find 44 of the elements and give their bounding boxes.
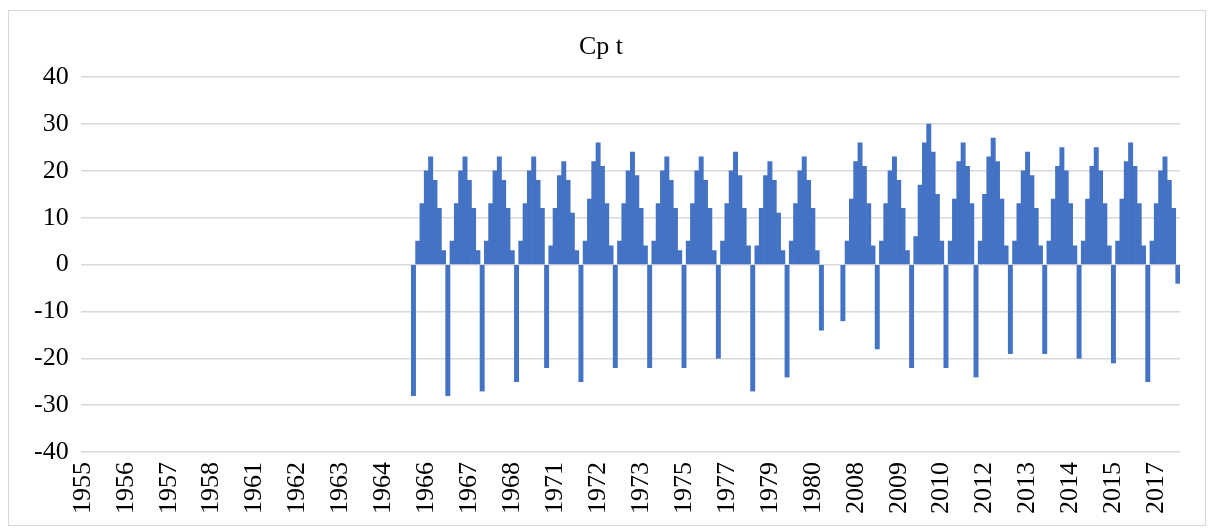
x-tick-label: 1979 xyxy=(753,462,783,514)
y-tick-label: 10 xyxy=(42,201,69,231)
x-tick-label: 1964 xyxy=(367,462,397,514)
y-tick-label: 0 xyxy=(55,248,69,278)
x-tick-label: 1967 xyxy=(453,462,483,514)
y-tick-label: -30 xyxy=(33,388,69,418)
bar xyxy=(561,161,567,265)
x-tick-label: 2012 xyxy=(968,462,998,514)
bar xyxy=(531,156,537,265)
x-tick-label: 1973 xyxy=(624,462,654,514)
x-tick-label: 1956 xyxy=(109,462,139,514)
x-tick-label: 2014 xyxy=(1054,462,1084,514)
x-tick-label: 1968 xyxy=(496,462,526,514)
y-tick-label: 30 xyxy=(42,107,69,137)
x-tick-label: 1971 xyxy=(539,462,569,514)
x-tick-label: 1977 xyxy=(710,462,740,514)
x-tick-label: 2008 xyxy=(839,462,869,514)
x-tick-label: 1957 xyxy=(152,462,182,514)
x-tick-label: 2013 xyxy=(1011,462,1041,514)
y-tick-label: -40 xyxy=(33,435,69,465)
x-tick-label: 1958 xyxy=(195,462,225,514)
x-tick-label: 1962 xyxy=(281,462,311,514)
y-tick-label: 20 xyxy=(42,154,69,184)
x-tick-label: 1966 xyxy=(410,462,440,514)
x-tick-label: 2009 xyxy=(882,462,912,514)
bar xyxy=(767,161,773,265)
bar xyxy=(1162,156,1168,265)
y-tick-label: -10 xyxy=(33,295,69,325)
x-tick-label: 1963 xyxy=(324,462,354,514)
chart-title: Cp t xyxy=(578,31,624,61)
x-tick-label: 1961 xyxy=(238,462,268,514)
y-tick-label: -20 xyxy=(33,342,69,372)
y-tick-label: 40 xyxy=(42,61,69,91)
x-tick-label: 2015 xyxy=(1097,462,1127,514)
bar xyxy=(926,123,932,265)
x-tick-label: 1972 xyxy=(581,462,611,514)
bar xyxy=(1059,147,1065,265)
bar xyxy=(840,265,846,322)
x-tick-label: 2010 xyxy=(925,462,955,514)
x-tick-label: 1975 xyxy=(667,462,697,514)
x-tick-label: 1980 xyxy=(796,462,826,514)
x-tick-label: 1955 xyxy=(66,462,96,514)
bar xyxy=(664,156,670,265)
x-tick-label: 2017 xyxy=(1140,462,1170,514)
